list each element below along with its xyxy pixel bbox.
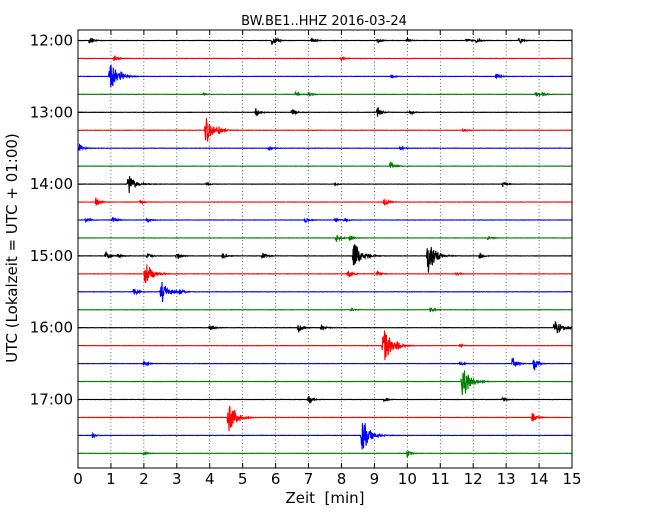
traces — [77, 36, 573, 458]
trace-1315 — [77, 118, 573, 142]
x-tick-label: 14 — [530, 470, 549, 488]
y-tick-labels: 12:00 13:00 14:00 15:00 16:00 17:00 — [30, 32, 73, 409]
trace-1430 — [77, 216, 573, 224]
x-tick-label: 11 — [431, 470, 450, 488]
x-tick-label: 0 — [73, 470, 83, 488]
y-tick-label: 12:00 — [30, 32, 73, 50]
x-tick-label: 10 — [398, 470, 417, 488]
trace-1245 — [77, 90, 573, 98]
x-tick-label: 3 — [172, 470, 182, 488]
trace-1630 — [77, 357, 573, 371]
y-axis-label: UTC (Lokalzeit = UTC + 01:00) — [3, 133, 21, 363]
trace-1300 — [77, 107, 573, 117]
trace-1345 — [77, 160, 573, 168]
trace-1730 — [77, 422, 573, 450]
trace-1500 — [77, 244, 573, 273]
plot-frame — [77, 29, 573, 469]
grid — [110, 30, 540, 468]
y-tick-label: 13:00 — [30, 103, 73, 121]
y-tick-label: 16:00 — [30, 319, 73, 337]
x-tick-label: 9 — [370, 470, 380, 488]
trace-1700 — [77, 395, 573, 404]
x-tick-label: 7 — [304, 470, 314, 488]
trace-1415 — [77, 197, 573, 206]
x-axis-label: Zeit [min] — [285, 489, 364, 507]
trace-1400 — [77, 176, 573, 193]
x-tick-label: 2 — [139, 470, 149, 488]
trace-1215 — [77, 55, 573, 62]
x-tick-label: 15 — [562, 470, 581, 488]
y-tick-label: 15:00 — [30, 247, 73, 265]
trace-1230 — [77, 64, 573, 88]
trace-1445 — [77, 235, 573, 242]
trace-1330 — [77, 143, 573, 152]
trace-1530 — [77, 281, 573, 303]
trace-1715 — [77, 405, 573, 432]
x-tick-label: 13 — [497, 470, 516, 488]
trace-1615 — [78, 330, 573, 361]
trace-1515 — [77, 264, 573, 284]
x-tick-label: 6 — [271, 470, 281, 488]
trace-1200 — [77, 36, 573, 46]
x-tick-label: 4 — [205, 470, 215, 488]
x-tick-label: 5 — [238, 470, 248, 488]
axis-ticks — [77, 30, 573, 468]
trace-1545 — [77, 307, 573, 313]
x-tick-label: 1 — [106, 470, 116, 488]
y-tick-label: 14:00 — [30, 175, 73, 193]
x-tick-label: 8 — [337, 470, 347, 488]
trace-1745 — [77, 450, 573, 458]
x-tick-label: 12 — [464, 470, 483, 488]
trace-1600 — [77, 320, 573, 334]
x-tick-labels: 0 1 2 3 4 5 6 7 8 9 10 11 12 13 14 15 — [73, 470, 581, 488]
trace-1645 — [77, 370, 573, 396]
chart-title: BW.BE1..HHZ 2016-03-24 — [241, 14, 407, 29]
y-tick-label: 17:00 — [30, 391, 73, 409]
